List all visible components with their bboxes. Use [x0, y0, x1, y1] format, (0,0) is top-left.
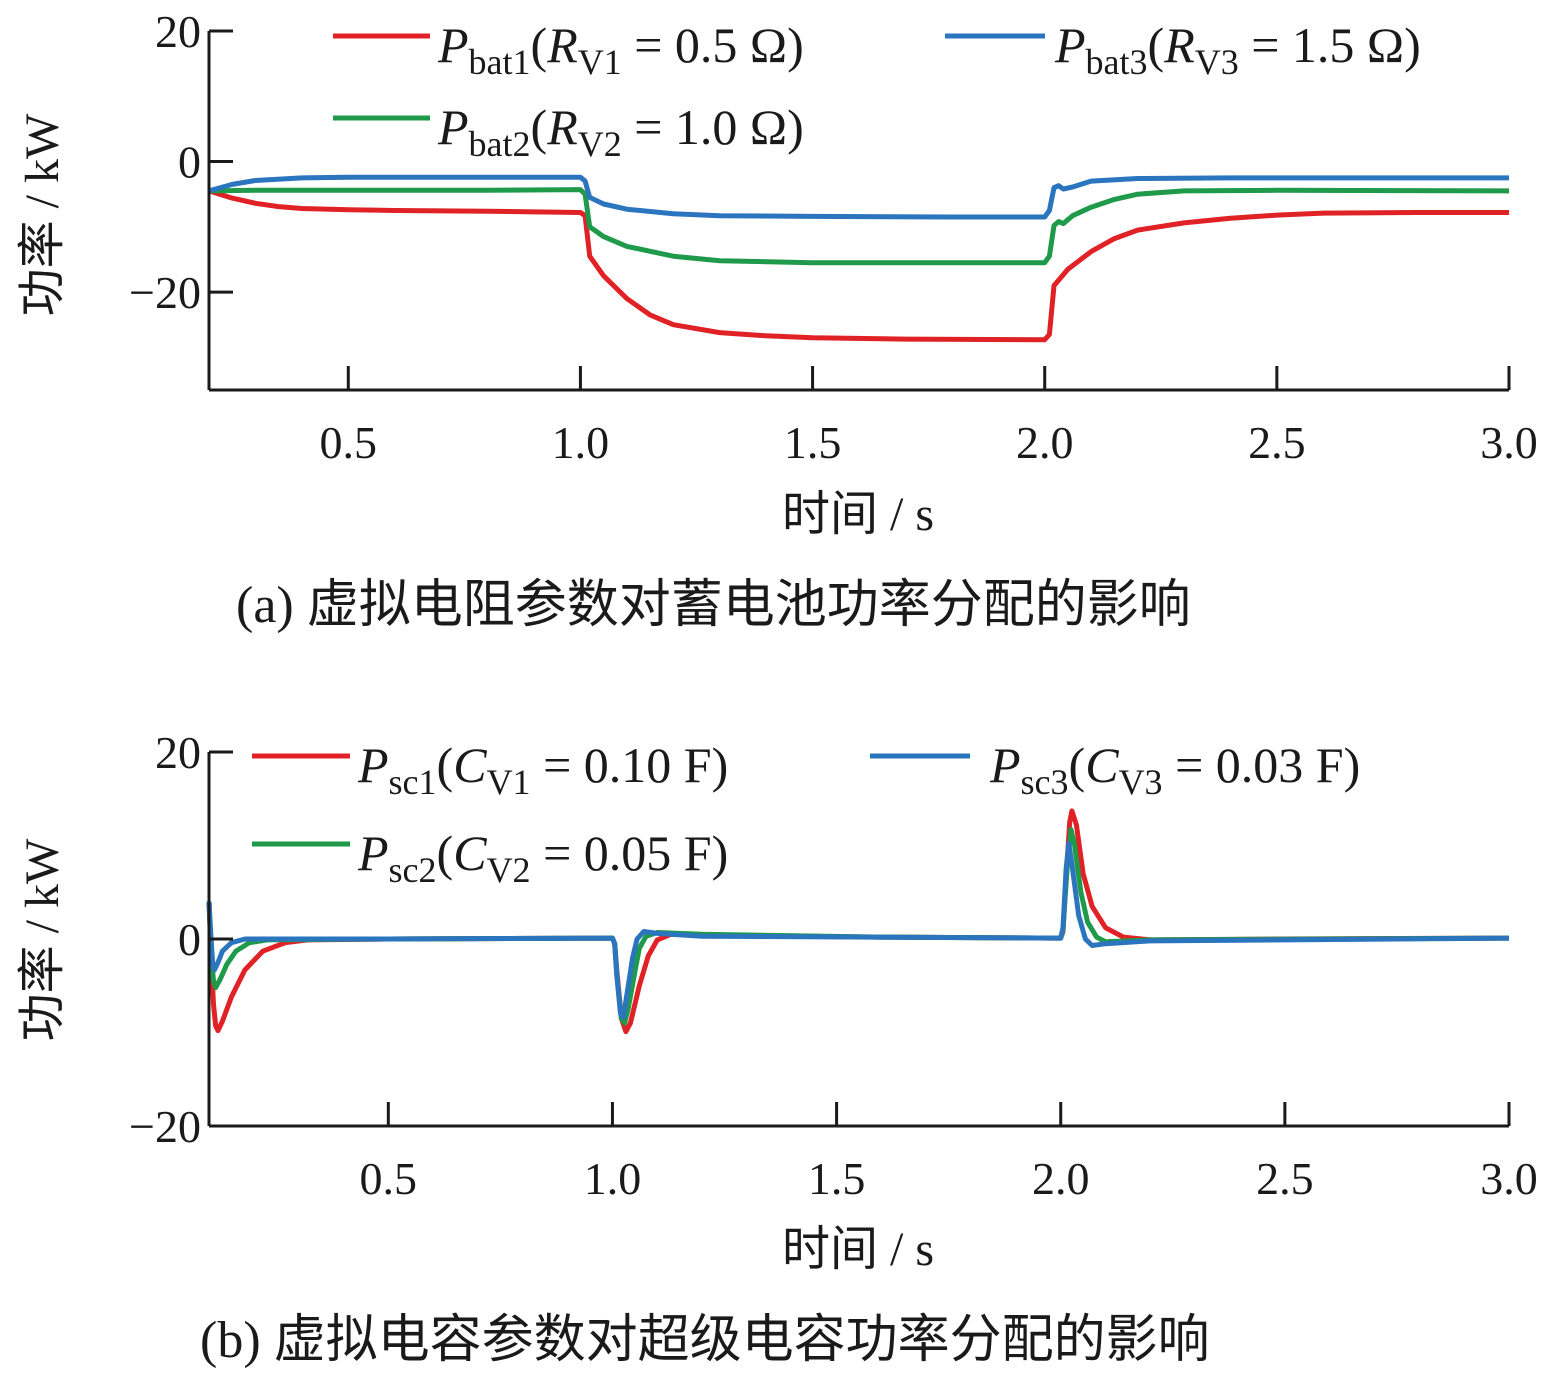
chart-b-legend: Psc1(CV1 = 0.10 F) Psc3(CV3 = 0.03 F) Psc2…	[252, 737, 1360, 890]
chart-a-series-1-line	[208, 188, 1509, 343]
chart-a-x-axis-title: 时间 / s	[782, 488, 934, 541]
chart-a-series	[208, 174, 1510, 343]
chart-a-x-tick-label: 3.0	[1480, 417, 1538, 468]
chart-b-x-tick-label: 0.5	[360, 1153, 418, 1204]
chart-b-legend-label: Psc3(CV3 = 0.03 F)	[989, 737, 1360, 802]
chart-b-legend-label: Psc2(CV2 = 0.05 F)	[357, 825, 728, 890]
chart-b-series-3-line	[206, 841, 1510, 1020]
chart-a-x-tick-label: 1.0	[552, 417, 610, 468]
chart-a-legend: Pbat1(RV1 = 0.5 Ω) Pbat3(RV3 = 1.5 Ω) Pbat…	[333, 17, 1421, 164]
chart-b-x-axis-title: 时间 / s	[782, 1223, 934, 1276]
chart-b-x-tick-label: 2.0	[1032, 1153, 1090, 1204]
chart-a-axes	[207, 31, 1509, 392]
chart-b-y-tick-label: 0	[178, 914, 201, 965]
chart-a-x-tick-label: 1.5	[784, 417, 842, 468]
chart-b: 0.5 1.0 1.5 2.0 2.5 3.0 20 0 −20 Psc1(CV1 = 0.10…	[16, 727, 1538, 1369]
chart-a-ticks: 0.5 1.0 1.5 2.0 2.5 3.0 20 0 −20	[129, 6, 1538, 468]
chart-a-y-tick-label: 0	[178, 137, 201, 188]
chart-a-y-tick-label: 20	[155, 6, 201, 57]
chart-b-x-tick-label: 1.0	[584, 1153, 642, 1204]
chart-b-series-2-line	[206, 827, 1510, 1026]
chart-a-x-tick-label: 2.5	[1248, 417, 1306, 468]
chart-b-x-tick-label: 2.5	[1256, 1153, 1314, 1204]
chart-b-legend-item-3: Psc3(CV3 = 0.03 F)	[870, 737, 1360, 802]
chart-b-x-tick-label: 3.0	[1480, 1153, 1538, 1204]
chart-a-legend-item-1: Pbat1(RV1 = 0.5 Ω)	[333, 17, 804, 82]
chart-a-series-3-line	[208, 174, 1509, 220]
chart-b-legend-item-2: Psc2(CV2 = 0.05 F)	[252, 825, 728, 890]
chart-a-y-axis-title: 功率 / kW	[16, 113, 69, 316]
chart-b-legend-item-1: Psc1(CV1 = 0.10 F)	[252, 737, 728, 802]
chart-a-legend-item-3: Pbat3(RV3 = 1.5 Ω)	[945, 17, 1421, 82]
chart-b-y-axis-title: 功率 / kW	[16, 838, 69, 1041]
chart-b-y-tick-label: 20	[155, 727, 201, 778]
chart-b-series	[206, 808, 1510, 1035]
chart-b-y-tick-label: −20	[129, 1101, 201, 1152]
chart-a-legend-label: Pbat1(RV1 = 0.5 Ω)	[437, 17, 804, 82]
chart-b-legend-label: Psc1(CV1 = 0.10 F)	[357, 737, 728, 802]
chart-a-legend-label: Pbat2(RV2 = 1.0 Ω)	[437, 99, 804, 164]
chart-b-ticks: 0.5 1.0 1.5 2.0 2.5 3.0 20 0 −20	[129, 727, 1538, 1204]
chart-a-y-tick-label: −20	[129, 267, 201, 318]
chart-b-series-1-line	[206, 808, 1510, 1035]
chart-a-legend-item-2: Pbat2(RV2 = 1.0 Ω)	[333, 99, 804, 164]
chart-b-caption: (b) 虚拟电容参数对超级电容功率分配的影响	[200, 1312, 1210, 1369]
chart-a-x-tick-label: 0.5	[320, 417, 378, 468]
chart-a: 0.5 1.0 1.5 2.0 2.5 3.0 20 0 −20 Pbat1(RV1 = 0.5…	[16, 6, 1538, 634]
chart-a-x-tick-label: 2.0	[1016, 417, 1074, 468]
chart-a-caption: (a) 虚拟电阻参数对蓄电池功率分配的影响	[236, 577, 1191, 634]
chart-a-series-2-line	[208, 187, 1510, 266]
chart-a-legend-label: Pbat3(RV3 = 1.5 Ω)	[1054, 17, 1421, 82]
chart-b-x-tick-label: 1.5	[808, 1153, 866, 1204]
